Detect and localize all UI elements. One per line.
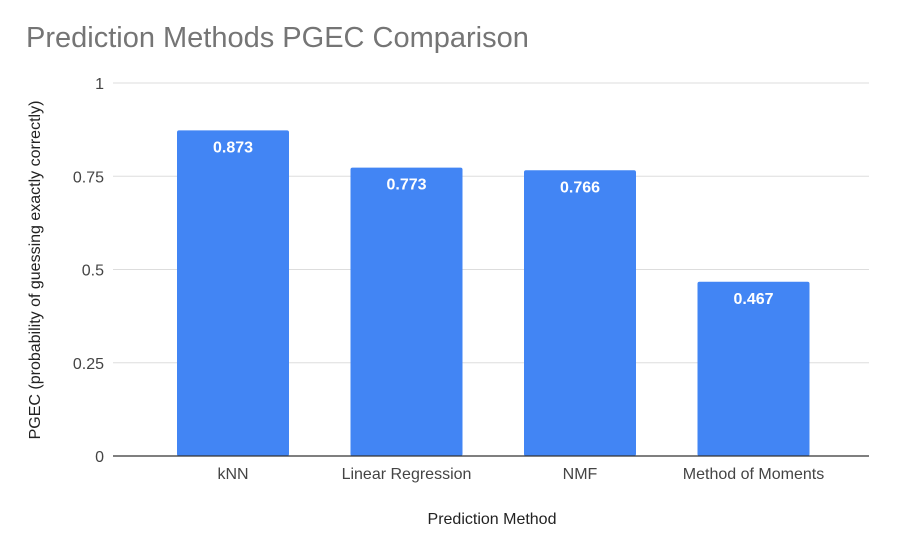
bar-data-label: 0.766 [560, 179, 600, 196]
bar [697, 281, 810, 456]
bar [350, 167, 463, 456]
bar-data-label: 0.873 [213, 139, 253, 156]
bar-data-label: 0.773 [386, 177, 426, 194]
y-tick-label: 1 [95, 76, 104, 93]
x-tick-label: Method of Moments [683, 466, 824, 483]
x-tick-label: kNN [217, 466, 248, 483]
y-tick-label: 0 [95, 449, 104, 466]
chart-title: Prediction Methods PGEC Comparison [26, 22, 529, 54]
y-tick-label: 0.25 [73, 356, 104, 373]
bar [177, 130, 289, 456]
bar [524, 170, 636, 457]
y-tick-label: 0.75 [73, 169, 104, 186]
x-tick-label: Linear Regression [342, 466, 472, 483]
x-tick-label: NMF [563, 466, 598, 483]
y-axis-title: PGEC (probability of guessing exactly co… [27, 101, 44, 440]
y-tick-label: 0.5 [82, 263, 104, 280]
bar-data-label: 0.467 [733, 291, 773, 308]
x-axis-title: Prediction Method [428, 511, 557, 528]
